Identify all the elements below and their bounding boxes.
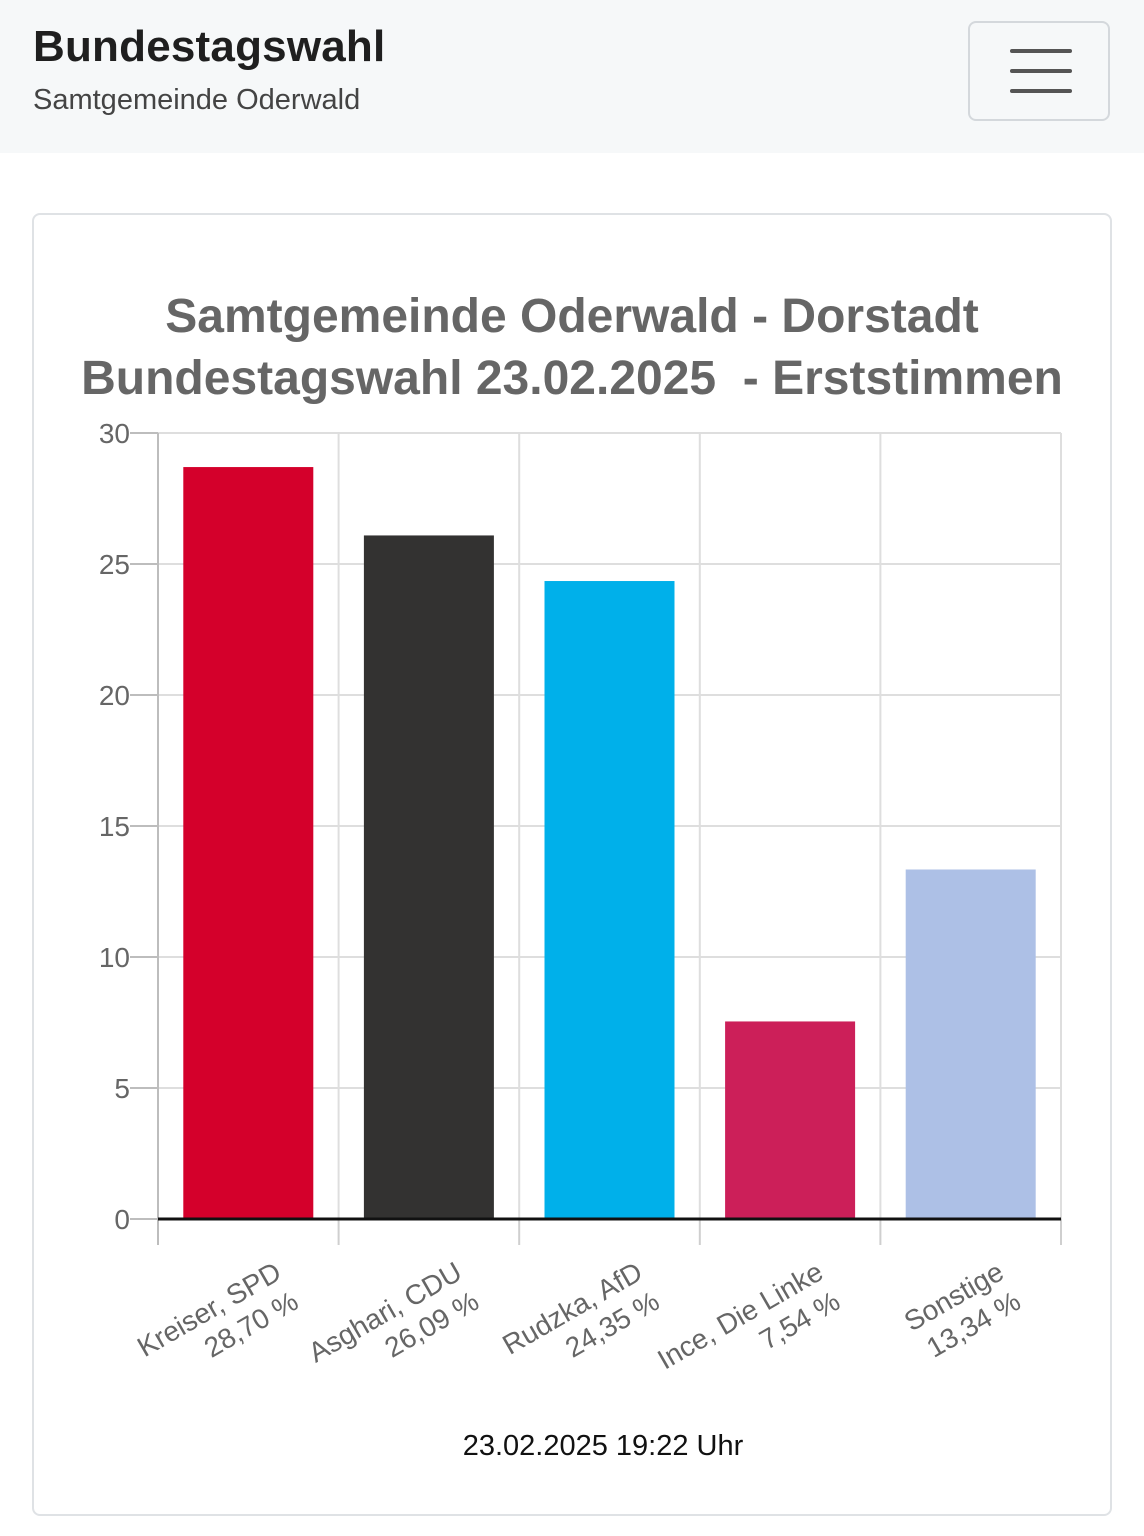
y-tick-label: 15 bbox=[99, 811, 130, 842]
y-tick-label: 30 bbox=[99, 418, 130, 449]
chart-title-line-1: Samtgemeinde Oderwald - Dorstadt bbox=[165, 290, 979, 343]
y-tick-label: 10 bbox=[99, 942, 130, 973]
bar-4[interactable] bbox=[905, 869, 1036, 1219]
y-tick-label: 0 bbox=[114, 1204, 130, 1235]
app-subtitle: Samtgemeinde Oderwald bbox=[33, 84, 361, 116]
y-tick-label: 20 bbox=[99, 680, 130, 711]
app-title[interactable]: Bundestagswahl bbox=[33, 22, 386, 71]
bar-0[interactable] bbox=[183, 467, 314, 1219]
bar-1[interactable] bbox=[363, 535, 494, 1219]
chart-title-line-2: Bundestagswahl 23.02.2025 - Erststimmen bbox=[81, 352, 1063, 405]
y-tick-label: 5 bbox=[114, 1073, 130, 1104]
top-navbar: Bundestagswahl Samtgemeinde Oderwald bbox=[0, 0, 1144, 153]
bar-2[interactable] bbox=[544, 581, 675, 1219]
y-tick-label: 25 bbox=[99, 549, 130, 580]
axes: 0 5 10 15 20 25 30 bbox=[99, 418, 1062, 1245]
chart-footer-timestamp: 23.02.2025 19:22 Uhr bbox=[463, 1430, 744, 1462]
bars bbox=[183, 467, 1036, 1219]
bar-3[interactable] bbox=[725, 1021, 856, 1219]
menu-toggle-button[interactable] bbox=[968, 21, 1110, 121]
